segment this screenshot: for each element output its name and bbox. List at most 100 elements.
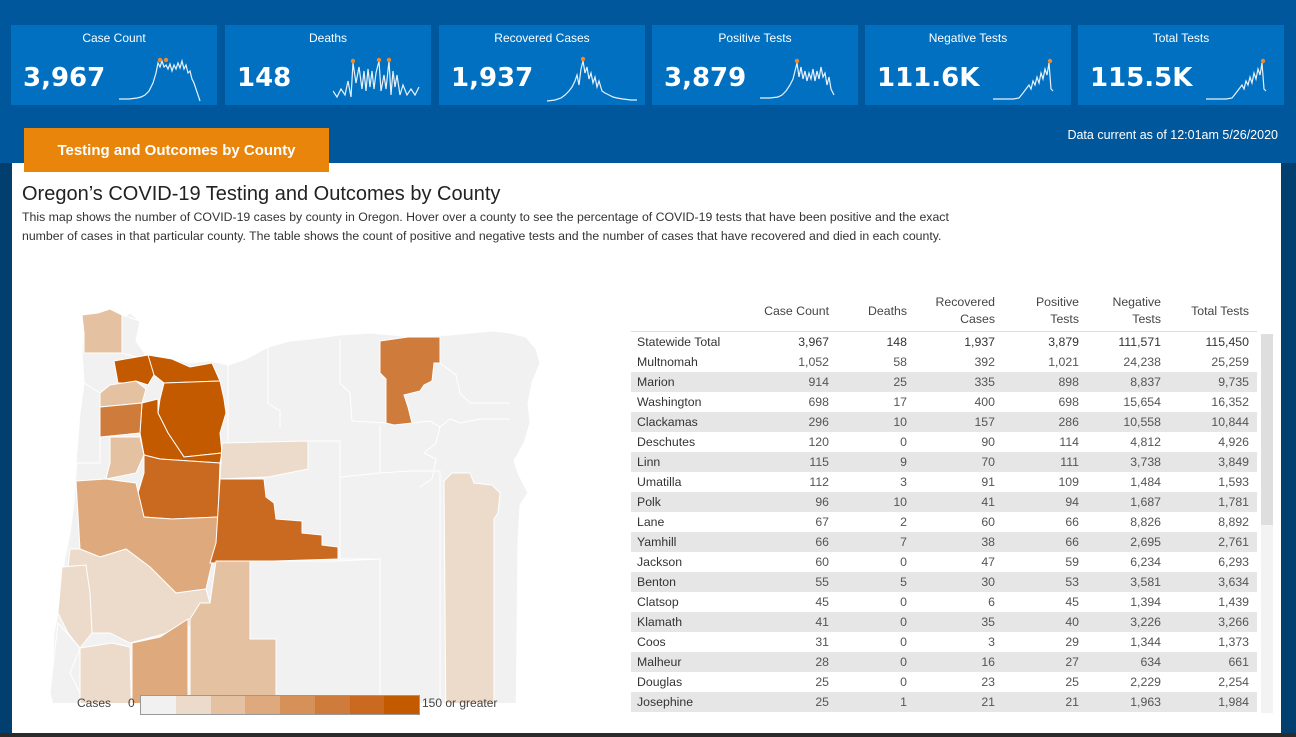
header-deaths[interactable]: Deaths: [837, 291, 915, 332]
header-case-count[interactable]: Case Count: [751, 291, 837, 332]
kpi-title: Negative Tests: [928, 31, 1008, 45]
cell-county: Washington: [637, 395, 702, 409]
kpi-negative-tests[interactable]: Negative Tests 111.6K: [865, 25, 1071, 105]
county-lake[interactable]: [249, 558, 381, 703]
cell-positive: 94: [1003, 492, 1087, 512]
header-label: Tests: [1132, 312, 1161, 326]
header-positive[interactable]: Positive Tests: [1003, 291, 1087, 332]
cell-negative: 2,695: [1087, 532, 1169, 552]
cell-county: Deschutes: [637, 435, 696, 449]
kpi-positive-tests[interactable]: Positive Tests 3,879: [652, 25, 858, 105]
cell-deaths: 10: [837, 492, 915, 512]
county-benton[interactable]: [105, 436, 145, 480]
cell-negative: 6,234: [1130, 555, 1161, 569]
county-josephine[interactable]: [79, 642, 132, 703]
page-description: This map shows the number of COVID-19 ca…: [22, 210, 949, 243]
header-label: Recovered: [935, 295, 995, 309]
table-row[interactable]: Yamhill 66 7 38 66 2,695 2,761: [631, 532, 1257, 552]
header-recovered[interactable]: Recovered Cases: [915, 291, 1003, 332]
cell-deaths: 5: [837, 572, 915, 592]
legend-title: Cases: [77, 696, 112, 710]
header-negative[interactable]: Negative Tests: [1087, 291, 1169, 332]
cell-negative: 4,812: [1130, 435, 1161, 449]
table-row[interactable]: Lane 67 2 60 66 8,826 8,892: [631, 512, 1257, 532]
legend-min-label: 0: [128, 696, 135, 710]
county-jackson[interactable]: [131, 618, 189, 703]
table-row[interactable]: Benton 55 5 30 53 3,581 3,634: [631, 572, 1257, 592]
cell-recovered: 157: [915, 412, 1003, 432]
county-multnomah[interactable]: [147, 354, 221, 384]
table-row[interactable]: Washington 698 17 400 698 15,654 16,352: [631, 392, 1257, 412]
tab-testing-outcomes[interactable]: Testing and Outcomes by County: [24, 128, 329, 172]
table-row[interactable]: Clatsop 45 0 6 45 1,394 1,439: [631, 592, 1257, 612]
table-row[interactable]: Deschutes 120 0 90 114 4,812 4,926: [631, 432, 1257, 452]
cell-county: Benton: [631, 572, 751, 592]
county-coos[interactable]: [57, 564, 93, 649]
county-polk[interactable]: [99, 402, 143, 438]
cell-negative: 634: [1087, 652, 1169, 672]
cell-total: 2,254: [1218, 675, 1249, 689]
kpi-recovered-cases[interactable]: Recovered Cases 1,937: [439, 25, 645, 105]
cell-positive: 1,021: [1048, 355, 1079, 369]
cell-county: Josephine: [631, 692, 751, 712]
left-border: [0, 163, 12, 737]
cell-case-count: 66: [751, 532, 837, 552]
header-label: Cases: [960, 312, 995, 326]
spark-peak-dot: [350, 58, 356, 64]
table-row[interactable]: Malheur 28 0 16 27 634 661: [631, 652, 1257, 672]
cell-recovered: 392: [974, 355, 995, 369]
kpi-value: 115.5K: [1090, 63, 1193, 93]
table-row[interactable]: Jackson 60 0 47 59 6,234 6,293: [631, 552, 1257, 572]
header-total[interactable]: Total Tests: [1169, 291, 1257, 332]
sparkline-positive: [760, 58, 835, 99]
table-row[interactable]: Douglas 25 0 23 25 2,229 2,254: [631, 672, 1257, 692]
cell-positive: 286: [1003, 412, 1087, 432]
cell-recovered: 6: [988, 595, 995, 609]
cell-county: Clatsop: [637, 595, 679, 609]
table-row[interactable]: Josephine 25 1 21 21 1,963 1,984: [631, 692, 1257, 712]
table-row[interactable]: Linn 115 9 70 111 3,738 3,849: [631, 452, 1257, 472]
cell-case-count: 914: [751, 372, 837, 392]
table-row[interactable]: Clackamas 296 10 157 286 10,558 10,844: [631, 412, 1257, 432]
kpi-deaths[interactable]: Deaths 148: [225, 25, 431, 105]
cell-total: 3,849: [1169, 452, 1257, 472]
cell-positive: 27: [1003, 652, 1087, 672]
cell-total: 1,373: [1218, 635, 1249, 649]
table-row[interactable]: Marion 914 25 335 898 8,837 9,735: [631, 372, 1257, 392]
county-harney[interactable]: [339, 470, 441, 703]
county-curry[interactable]: [49, 621, 84, 703]
county-jefferson[interactable]: [219, 440, 309, 480]
county-lincoln[interactable]: [75, 382, 101, 464]
table-row[interactable]: Klamath 41 0 35 40 3,226 3,266: [631, 612, 1257, 632]
cell-total: 115,450: [1169, 331, 1257, 352]
table-row-statewide-total[interactable]: Statewide Total 3,967 148 1,937 3,879 111,571…: [631, 331, 1257, 352]
kpi-value: 3,967: [23, 63, 106, 93]
legend-color-ramp: [140, 695, 420, 715]
cell-negative: 111,571: [1087, 331, 1169, 352]
legend-swatch: [210, 696, 246, 714]
legend-swatch: [384, 696, 419, 714]
cell-case-count: 296: [751, 412, 837, 432]
county-umatilla[interactable]: [379, 336, 441, 426]
county-linn[interactable]: [137, 454, 221, 520]
kpi-case-count[interactable]: Case Count 3,967: [11, 25, 217, 105]
table-row[interactable]: Polk 96 10 41 94 1,687 1,781: [631, 492, 1257, 512]
cell-total: 3,634: [1169, 572, 1257, 592]
table-row[interactable]: Coos 31 0 3 29 1,344 1,373: [631, 632, 1257, 652]
table-row[interactable]: Umatilla 112 3 91 109 1,484 1,593: [631, 472, 1257, 492]
cell-recovered: 91: [981, 475, 995, 489]
table-scrollbar-thumb[interactable]: [1261, 334, 1273, 525]
cell-county: Coos: [637, 635, 666, 649]
kpi-total-tests[interactable]: Total Tests 115.5K: [1078, 25, 1284, 105]
cell-deaths: 58: [893, 355, 907, 369]
table-row[interactable]: Multnomah 1,052 58 392 1,021 24,238 25,259: [631, 352, 1257, 372]
oregon-county-map[interactable]: [40, 303, 560, 703]
header-label: Total Tests: [1191, 303, 1249, 318]
county-washington[interactable]: [113, 354, 155, 386]
cell-case-count: 28: [751, 652, 837, 672]
county-malheur[interactable]: [443, 472, 501, 703]
cell-deaths: 148: [837, 331, 915, 352]
county-columbia[interactable]: [121, 314, 152, 362]
county-clatsop[interactable]: [81, 308, 123, 354]
cell-total: 3,266: [1169, 612, 1257, 632]
